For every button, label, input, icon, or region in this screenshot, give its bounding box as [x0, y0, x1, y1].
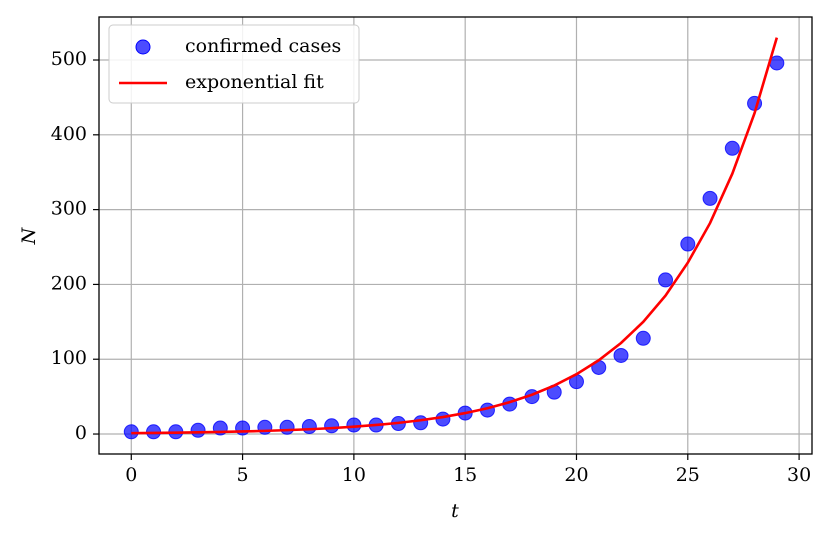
fit-line	[131, 37, 779, 435]
data-point	[235, 420, 251, 436]
y-tick-label: 200	[51, 272, 87, 294]
x-tick-label: 10	[342, 464, 366, 486]
x-tick-label: 25	[676, 464, 700, 486]
y-tick-label: 500	[51, 48, 87, 70]
y-axis-label: N	[18, 226, 40, 245]
data-point	[680, 236, 696, 252]
legend-marker	[135, 39, 151, 55]
data-point	[324, 418, 340, 434]
legend-box	[108, 24, 360, 104]
legend: confirmed cases exponential fit	[108, 24, 360, 104]
x-tick-label: 5	[237, 464, 249, 486]
y-tick-label: 0	[75, 422, 87, 444]
legend-label: exponential fit	[185, 71, 324, 93]
data-point	[635, 330, 651, 346]
data-point	[658, 272, 674, 288]
x-tick-label: 30	[787, 464, 811, 486]
data-point	[613, 347, 629, 363]
plot-frame	[98, 16, 813, 455]
data-point	[190, 422, 206, 438]
y-tick-label: 400	[51, 123, 87, 145]
legend-label: confirmed cases	[185, 35, 341, 57]
y-tick-label: 300	[51, 198, 87, 220]
data-point	[279, 419, 295, 435]
data-point	[413, 415, 429, 431]
x-tick-label: 20	[564, 464, 588, 486]
data-point	[724, 140, 740, 156]
x-tick-label: 15	[453, 464, 477, 486]
y-tick-label: 100	[51, 347, 87, 369]
x-tick-label: 0	[125, 464, 137, 486]
data-point	[301, 419, 317, 435]
x-axis-label: t	[451, 500, 459, 522]
data-point	[702, 190, 718, 206]
